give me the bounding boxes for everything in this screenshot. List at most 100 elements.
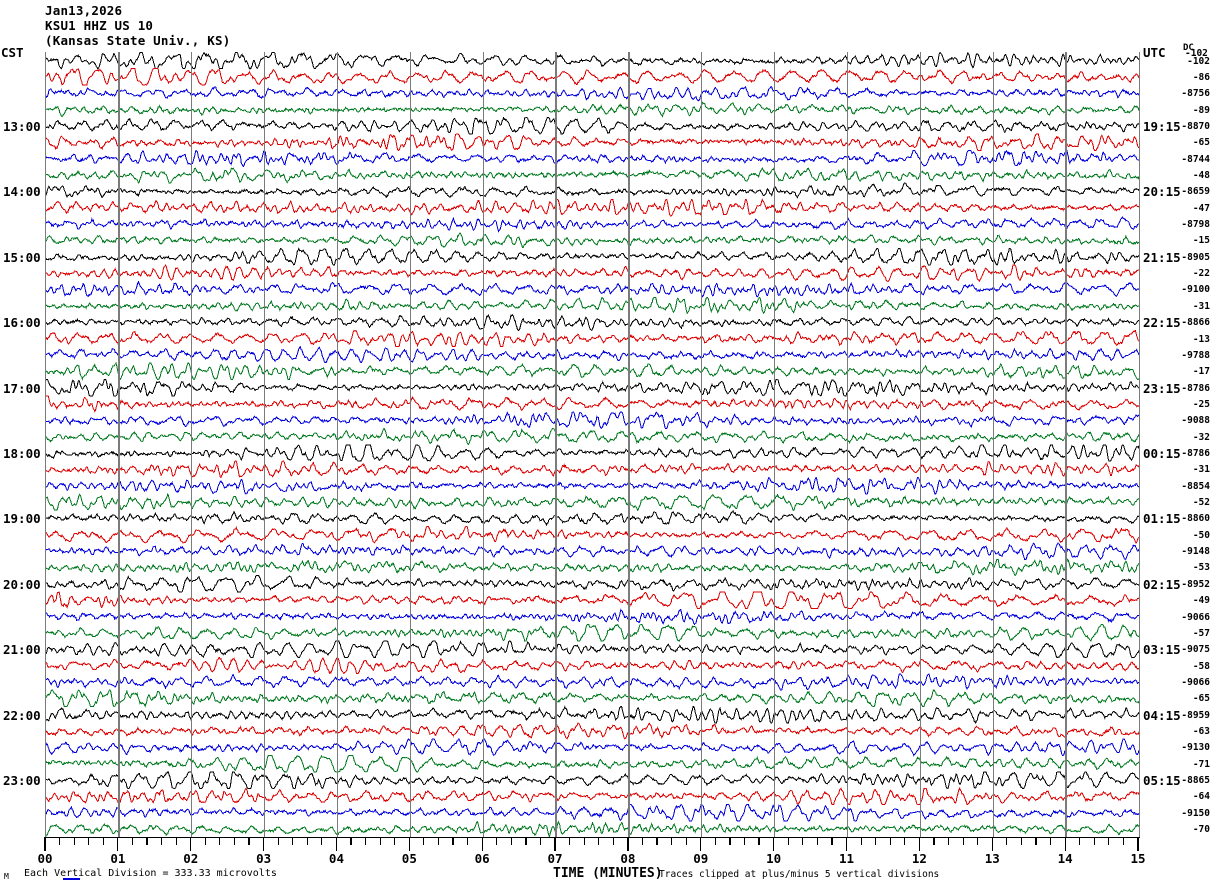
gridline-minute-10 (774, 52, 776, 837)
x-tick-minor (146, 837, 148, 845)
cst-time-label: 13:00 (3, 118, 41, 134)
x-tick-minor (131, 837, 134, 845)
x-tick-minor (802, 837, 804, 845)
dc-offset-value: -53 (1192, 562, 1210, 574)
x-tick-minor (102, 837, 104, 845)
dc-offset-value: -49 (1192, 595, 1210, 607)
x-tick-label: 02 (183, 851, 199, 866)
dc-offset-value: -58 (1192, 660, 1210, 672)
gridline-minute-5 (409, 52, 411, 837)
left-timezone-label: CST (1, 45, 24, 60)
x-tick-minor (1122, 837, 1124, 845)
x-tick-minor (437, 837, 440, 845)
x-tick-minor (889, 837, 891, 845)
x-tick-minor (1079, 837, 1081, 845)
x-tick-minor (1108, 837, 1110, 845)
utc-time-label: 00:15 (1143, 446, 1181, 461)
seismic-trace (46, 558, 1139, 577)
x-tick-major (700, 837, 702, 851)
x-tick-minor (88, 837, 90, 845)
x-tick-label: 08 (620, 851, 636, 866)
seismic-trace (46, 803, 1139, 822)
dc-offset-value: -8959 (1181, 709, 1210, 721)
x-tick-minor (277, 837, 279, 845)
seismic-trace (46, 216, 1139, 233)
seismic-trace (46, 738, 1139, 757)
x-tick-minor (423, 837, 425, 845)
header-station: (Kansas State Univ., KS) (45, 33, 231, 48)
x-tick-label: 13 (984, 851, 1000, 866)
seismic-trace (46, 770, 1139, 789)
x-tick-minor (175, 837, 177, 845)
dc-offset-value: -8798 (1181, 219, 1210, 231)
x-tick-minor (758, 837, 760, 845)
dc-offset-value: -8744 (1181, 153, 1210, 165)
dc-offset-value: -31 (1192, 300, 1210, 312)
seismogram-plot[interactable] (45, 52, 1140, 837)
dc-offset-value: -8659 (1181, 186, 1210, 198)
seismic-trace (46, 460, 1139, 479)
x-tick-label: 15 (1130, 851, 1146, 866)
seismic-trace (46, 542, 1139, 561)
gridline-minute-7 (555, 52, 557, 837)
x-tick-minor (1020, 837, 1022, 845)
dc-column-header: DC (1183, 43, 1194, 53)
x-tick-minor (350, 837, 352, 845)
seismic-trace (46, 395, 1139, 413)
x-tick-label: 09 (693, 851, 709, 866)
gridline-minute-2 (191, 52, 193, 837)
x-tick-minor (219, 837, 221, 845)
x-tick-minor (656, 837, 658, 845)
x-tick-label: 06 (474, 851, 490, 866)
cst-time-label: 16:00 (3, 315, 41, 331)
seismic-trace (46, 313, 1139, 332)
x-tick-major (408, 837, 410, 851)
x-tick-minor (379, 837, 381, 845)
x-tick-minor (306, 837, 308, 845)
cst-time-label: 21:00 (3, 642, 41, 658)
utc-time-label: 02:15 (1143, 576, 1181, 592)
seismic-trace (46, 476, 1139, 495)
x-tick-minor (729, 837, 731, 845)
seismic-trace (46, 149, 1139, 168)
seismic-trace (46, 722, 1139, 740)
x-tick-major (190, 837, 192, 851)
dc-offset-value: -9150 (1181, 807, 1210, 819)
x-tick-label: 01 (110, 851, 126, 866)
seismic-trace (46, 345, 1139, 364)
x-tick-label: 05 (401, 851, 417, 866)
seismic-trace (46, 673, 1139, 691)
utc-time-label: 21:15 (1143, 249, 1181, 265)
x-tick-minor (58, 837, 61, 845)
seismic-trace (46, 167, 1139, 184)
x-tick-minor (496, 837, 498, 845)
x-tick-minor (904, 837, 906, 845)
utc-time-label: 04:15 (1143, 707, 1181, 723)
seismic-trace (46, 411, 1139, 430)
seismic-trace (46, 182, 1139, 199)
x-tick-minor (467, 837, 469, 845)
dc-offset-value: -50 (1192, 529, 1210, 541)
seismic-trace (46, 705, 1139, 725)
cst-time-label: 23:00 (3, 773, 41, 789)
utc-time-label: 22:15 (1143, 315, 1181, 331)
x-tick-major (1137, 837, 1139, 851)
x-tick-major (991, 837, 993, 851)
gridline-minute-1 (118, 52, 120, 837)
dc-offset-value: -8756 (1181, 88, 1210, 100)
x-tick-minor (160, 837, 163, 845)
gridline-minute-8 (628, 52, 630, 837)
seismic-trace (46, 526, 1139, 544)
seismic-trace (46, 427, 1139, 446)
gridline-minute-13 (992, 52, 994, 837)
x-tick-label: 04 (328, 851, 344, 866)
x-tick-minor (598, 837, 600, 845)
x-tick-major (554, 837, 556, 851)
footer-clip-note: Traces clipped at plus/minus 5 vertical … (659, 869, 940, 880)
x-tick-minor (787, 837, 789, 845)
dc-offset-value: -9066 (1181, 611, 1210, 623)
dc-offset-value: -89 (1192, 104, 1210, 116)
seismic-trace (46, 85, 1139, 102)
footer-corner-mark: M (4, 872, 9, 881)
